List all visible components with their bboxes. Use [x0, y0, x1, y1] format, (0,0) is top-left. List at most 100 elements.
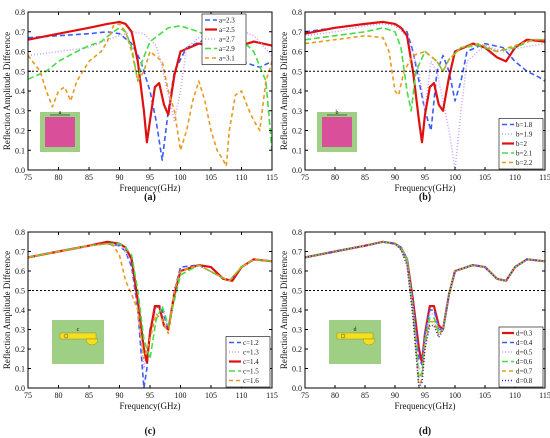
y-tick-label: 0.6: [15, 267, 25, 276]
unit-cell-inset: b: [317, 110, 357, 152]
legend-label: d=0.8: [516, 377, 533, 385]
x-tick-label: 90: [116, 391, 124, 400]
x-tick-label: 105: [479, 173, 491, 182]
y-tick-label: 0.8: [292, 8, 302, 17]
y-tick-label: 0.8: [15, 228, 25, 237]
series-line-a=3.1: [28, 23, 272, 167]
legend: c=1.2 c=1.3c=1.4 c=1.5c=1.6: [225, 336, 271, 388]
legend-label: d=0.5: [516, 349, 533, 357]
y-tick-label: 0.8: [15, 8, 25, 17]
series-line-d=0.5: [305, 241, 545, 370]
dimension-label: a: [59, 110, 62, 116]
legend-label: d=0.6: [516, 358, 533, 366]
metal-patch: [322, 117, 352, 147]
x-tick-label: 80: [331, 391, 339, 400]
y-tick-label: 0.6: [292, 48, 302, 57]
y-tick-label: 0.5: [15, 67, 25, 76]
y-tick-label: 0.7: [15, 28, 25, 37]
y-tick-label: 0.4: [15, 306, 25, 315]
legend-label: a=2.7: [219, 36, 235, 44]
y-tick-label: 0.4: [15, 87, 25, 96]
x-tick-label: 75: [301, 391, 309, 400]
chart-panel-1: 75 80 85 90 95 100 105 110 115 0.0 0.1 0.2 0.3 0.4 0.5…: [2, 8, 278, 203]
y-tick-label: 0.3: [15, 107, 25, 116]
panel-caption: (c): [144, 426, 155, 437]
y-tick-label: 0.7: [292, 248, 302, 257]
x-tick-label: 75: [24, 391, 32, 400]
x-axis-label: Frequency(GHz): [395, 183, 456, 193]
x-tick-label: 110: [236, 173, 248, 182]
chart-panel-4: 75 80 85 90 95 100 105 110 115 0.0 0.1 0.2 0.3 0.4 0.5…: [279, 228, 550, 437]
y-tick-label: 0.3: [292, 326, 302, 335]
x-tick-label: 110: [236, 391, 248, 400]
x-tick-label: 90: [391, 173, 399, 182]
panel-caption: (b): [419, 192, 431, 203]
series-line-b=1.9: [305, 23, 545, 170]
y-tick-label: 0.5: [292, 287, 302, 296]
chart-panel-2: 75 80 85 90 95 100 105 110 115 0.0 0.1 0.2 0.3 0.4 0.5…: [279, 8, 550, 203]
panel-caption: (a): [144, 192, 156, 203]
x-tick-label: 100: [175, 391, 187, 400]
y-tick-label: 0.2: [292, 127, 302, 136]
chart-panel-3: 75 80 85 90 95 100 105 110 115 0.0 0.1 0.2 0.3 0.4 0.5…: [2, 228, 278, 437]
legend-label: c=1.2: [243, 339, 259, 347]
y-tick-label: 0.6: [292, 267, 302, 276]
x-tick-label: 100: [449, 391, 461, 400]
series-line-a=2.7: [28, 27, 272, 122]
series-line-b=2.2: [305, 34, 545, 96]
y-tick-label: 0.5: [292, 67, 302, 76]
legend-label: b=2: [516, 140, 527, 148]
y-axis-label: Reflection Amplitude Difference: [279, 32, 289, 150]
x-tick-label: 75: [24, 173, 32, 182]
x-tick-label: 80: [55, 391, 63, 400]
x-tick-label: 100: [449, 173, 461, 182]
y-tick-label: 0.4: [292, 87, 302, 96]
x-tick-label: 80: [55, 173, 63, 182]
x-tick-label: 95: [146, 173, 154, 182]
y-tick-label: 0.3: [15, 326, 25, 335]
y-tick-label: 0.3: [292, 107, 302, 116]
y-tick-label: 0.0: [292, 166, 302, 175]
metal-bar: [59, 332, 97, 340]
x-tick-label: 95: [421, 173, 429, 182]
dimension-label: c: [77, 327, 80, 333]
x-axis-label: Frequency(GHz): [120, 183, 181, 193]
legend-label: c=1.4: [243, 358, 259, 366]
legend-label: c=1.3: [243, 349, 259, 357]
x-tick-label: 80: [331, 173, 339, 182]
y-tick-label: 0.2: [15, 127, 25, 136]
legend-label: c=1.6: [243, 377, 259, 385]
legend-label: b=1.9: [516, 131, 533, 139]
y-tick-label: 0.6: [15, 48, 25, 57]
y-tick-label: 0.8: [292, 228, 302, 237]
y-tick-label: 0.2: [292, 345, 302, 354]
series-line-a=2.3: [28, 31, 272, 161]
x-tick-label: 85: [85, 391, 93, 400]
unit-cell-inset: c: [52, 320, 104, 364]
x-tick-label: 85: [85, 173, 93, 182]
legend-label: b=2.1: [516, 150, 533, 158]
y-axis-label: Reflection Amplitude Difference: [2, 251, 12, 369]
legend-label: a=2.3: [219, 17, 235, 25]
x-axis-label: Frequency(GHz): [395, 401, 456, 411]
series-line-c=1.6: [28, 242, 272, 360]
legend-label: c=1.5: [243, 368, 259, 376]
y-tick-label: 0.7: [292, 28, 302, 37]
x-axis-label: Frequency(GHz): [120, 401, 181, 411]
y-axis-label: Reflection Amplitude Difference: [279, 251, 289, 369]
legend-box: [201, 13, 247, 65]
via-circle: [340, 333, 346, 339]
y-tick-label: 0.5: [15, 287, 25, 296]
metal-patch: [45, 117, 75, 147]
panel-caption: (d): [419, 426, 431, 437]
series-line-b=2: [305, 20, 545, 144]
x-tick-label: 115: [266, 391, 278, 400]
legend-label: a=2.9: [219, 45, 235, 53]
unit-cell-inset: a: [40, 110, 80, 152]
legend-label: d=0.7: [516, 368, 533, 376]
legend-label: d=0.4: [516, 339, 533, 347]
legend-label: d=0.3: [516, 330, 533, 338]
x-tick-label: 100: [175, 173, 187, 182]
y-tick-label: 0.7: [15, 248, 25, 257]
